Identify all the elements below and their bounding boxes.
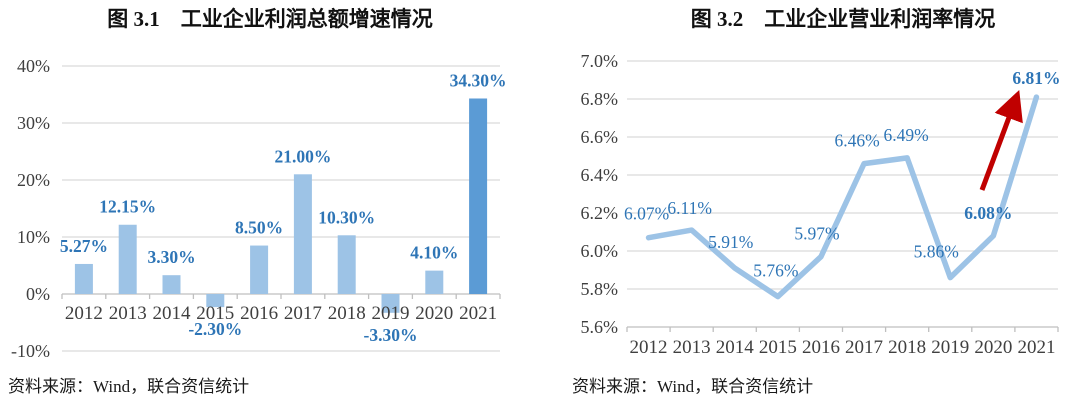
- svg-text:5.86%: 5.86%: [914, 242, 959, 262]
- svg-text:6.46%: 6.46%: [834, 131, 879, 151]
- svg-text:5.76%: 5.76%: [753, 261, 798, 281]
- svg-text:10%: 10%: [17, 227, 50, 247]
- figure-3-1-panel: 图 3.1 工业企业利润总额增速情况 40% 30% 20% 10% 0% -10% 201…: [8, 7, 507, 396]
- svg-text:-10%: -10%: [11, 341, 50, 361]
- svg-text:2018: 2018: [328, 303, 366, 324]
- svg-text:5.97%: 5.97%: [794, 224, 839, 244]
- figure-3-2-panel: 图 3.2 工业企业营业利润率情况 7.0% 6.8% 6.6% 6.4% 6.2% 6.…: [540, 0, 1080, 416]
- svg-text:6.11%: 6.11%: [667, 198, 712, 218]
- svg-text:2016: 2016: [802, 337, 840, 358]
- figure-3-2-title: 图 3.2 工业企业营业利润率情况: [690, 7, 996, 31]
- svg-text:2012: 2012: [630, 337, 668, 358]
- svg-text:2019: 2019: [931, 337, 969, 358]
- svg-text:2013: 2013: [109, 303, 147, 324]
- svg-text:3.30%: 3.30%: [147, 247, 195, 267]
- svg-text:8.50%: 8.50%: [235, 218, 283, 238]
- svg-text:2016: 2016: [240, 303, 278, 324]
- svg-text:30%: 30%: [17, 113, 50, 133]
- svg-text:34.30%: 34.30%: [450, 70, 507, 90]
- svg-text:6.4%: 6.4%: [581, 165, 619, 185]
- svg-text:6.6%: 6.6%: [581, 127, 619, 147]
- svg-text:2015: 2015: [759, 337, 797, 358]
- svg-text:2017: 2017: [284, 303, 322, 324]
- svg-text:6.8%: 6.8%: [581, 89, 619, 109]
- svg-text:5.6%: 5.6%: [581, 317, 619, 337]
- svg-text:2014: 2014: [716, 337, 755, 358]
- svg-text:2021: 2021: [1017, 337, 1055, 358]
- svg-text:2020: 2020: [415, 303, 453, 324]
- svg-text:20%: 20%: [17, 170, 50, 190]
- svg-text:6.0%: 6.0%: [581, 241, 619, 261]
- svg-text:5.91%: 5.91%: [708, 232, 753, 252]
- svg-text:2015: 2015: [196, 303, 234, 324]
- svg-text:2021: 2021: [459, 303, 497, 324]
- svg-text:2017: 2017: [845, 337, 883, 358]
- svg-text:6.2%: 6.2%: [581, 203, 619, 223]
- figure-3-1-title: 图 3.1 工业企业利润总额增速情况: [107, 7, 433, 31]
- svg-text:2014: 2014: [153, 303, 192, 324]
- svg-text:40%: 40%: [17, 56, 50, 76]
- svg-text:4.10%: 4.10%: [410, 243, 458, 263]
- svg-text:0%: 0%: [26, 284, 50, 304]
- svg-text:5.8%: 5.8%: [581, 279, 619, 299]
- svg-text:12.15%: 12.15%: [99, 197, 156, 217]
- svg-text:2013: 2013: [673, 337, 711, 358]
- operating-margin-line-chart: 7.0% 6.8% 6.6% 6.4% 6.2% 6.0% 5.8% 5.6% 2012 6.07…: [581, 51, 1061, 358]
- figure-3-2-source: 资料来源：Wind，联合资信统计: [572, 377, 814, 396]
- svg-text:10.30%: 10.30%: [318, 207, 375, 227]
- figure-3-1-source: 资料来源：Wind，联合资信统计: [8, 377, 250, 396]
- svg-text:2018: 2018: [888, 337, 926, 358]
- svg-text:6.81%: 6.81%: [1012, 68, 1060, 88]
- svg-text:-2.30%: -2.30%: [188, 319, 242, 339]
- svg-text:7.0%: 7.0%: [581, 51, 619, 71]
- svg-text:2019: 2019: [372, 303, 410, 324]
- svg-text:2012: 2012: [65, 303, 103, 324]
- svg-text:6.07%: 6.07%: [624, 204, 669, 224]
- svg-text:5.27%: 5.27%: [60, 236, 108, 256]
- svg-text:2020: 2020: [974, 337, 1012, 358]
- svg-text:6.49%: 6.49%: [884, 125, 929, 145]
- svg-text:-3.30%: -3.30%: [364, 325, 418, 345]
- svg-text:21.00%: 21.00%: [274, 146, 331, 166]
- svg-text:6.08%: 6.08%: [964, 203, 1012, 223]
- profit-growth-bar-chart: 40% 30% 20% 10% 0% -10% 2012 5.27% 2013 12.15% 201…: [11, 56, 507, 361]
